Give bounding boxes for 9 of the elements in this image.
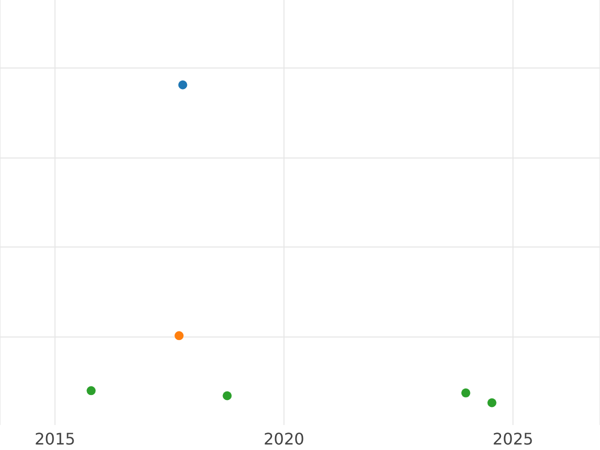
point bbox=[487, 398, 496, 408]
point bbox=[461, 388, 470, 398]
point bbox=[86, 386, 96, 396]
point bbox=[174, 331, 184, 340]
x-tick-label: 2015 bbox=[34, 429, 76, 448]
x-tick-label: 2020 bbox=[264, 429, 304, 448]
point bbox=[222, 391, 232, 400]
x-tick-label: 2025 bbox=[492, 429, 534, 448]
point bbox=[178, 80, 188, 90]
